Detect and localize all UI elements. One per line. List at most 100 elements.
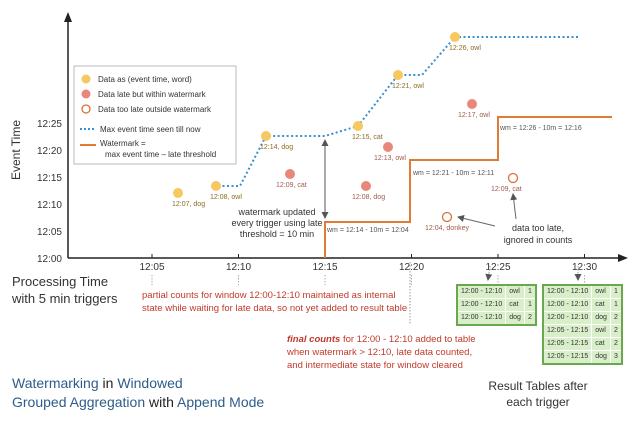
title-grouped: Grouped Aggregation xyxy=(12,394,145,410)
diagram-title-line1: Watermarking in Windowed xyxy=(12,375,183,391)
table-row: 12:00 - 12:10 cat 1 xyxy=(456,298,537,312)
on-time-point xyxy=(393,70,403,80)
table-cell: 12:00 - 12:10 xyxy=(542,284,593,299)
table-cell: dog xyxy=(505,311,525,326)
table-cell: 12:00 - 12:10 xyxy=(542,298,593,312)
table-cell: 2 xyxy=(609,311,623,325)
table-cell: dog xyxy=(591,350,611,365)
result-table-2: 12:00 - 12:10 owl 1 12:00 - 12:10 cat 1 12:00 … xyxy=(542,284,623,365)
x-tick-label: 12:20 xyxy=(399,262,424,273)
table-cell: owl xyxy=(505,284,525,299)
late-point-label: 12:13, owl xyxy=(374,155,406,162)
y-ticks: 12:00 12:05 12:10 12:15 12:20 12:25 xyxy=(37,119,62,265)
x-tick-label: 12:15 xyxy=(312,262,337,273)
final-note-rest: for 12:00 - 12:10 added to table xyxy=(340,334,475,345)
legend-max-event: Max event time seen till now xyxy=(100,125,201,134)
table-row: 12:00 - 12:10 dog 2 xyxy=(456,311,537,326)
table-cell: owl xyxy=(591,324,611,338)
table-cell: 12:05 - 12:15 xyxy=(542,324,593,338)
table-cell: cat xyxy=(591,337,611,351)
x-tick-label: 12:10 xyxy=(226,262,251,273)
watermark-line xyxy=(324,116,612,258)
table-cell: 1 xyxy=(609,298,623,312)
table-row: 12:05 - 12:15 cat 2 xyxy=(542,337,623,351)
diagram-title-line2: Grouped Aggregation with Append Mode xyxy=(12,394,264,410)
on-time-point-label: 12:26, owl xyxy=(449,45,481,52)
legend-box xyxy=(73,65,237,165)
legend: Data as (event time, word) Data late but… xyxy=(73,65,237,165)
table-cell: 2 xyxy=(523,311,537,326)
table-row: 12:05 - 12:15 dog 3 xyxy=(542,350,623,365)
table-cell: 12:00 - 12:10 xyxy=(456,284,507,299)
table-row: 12:00 - 12:10 owl 1 xyxy=(542,284,623,299)
legend-data: Data as (event time, word) xyxy=(98,75,192,84)
late-point-label: 12:17, owl xyxy=(458,112,490,119)
late-point xyxy=(361,181,371,191)
wm-label-2: wm = 12:21 - 10m = 12:11 xyxy=(412,170,494,177)
x-axis-arrow-icon xyxy=(618,254,628,262)
wm-updated-note-2: every trigger using late xyxy=(231,218,322,228)
title-with: with xyxy=(145,394,177,410)
on-time-point-label: 12:14, dog xyxy=(260,144,293,151)
table-cell: cat xyxy=(591,298,611,312)
y-tick-label: 12:25 xyxy=(37,119,62,130)
x-tick-label: 12:05 xyxy=(139,262,164,273)
x-axis-title-line2: with 5 min triggers xyxy=(11,291,118,306)
table-row: 12:05 - 12:15 owl 2 xyxy=(542,324,623,338)
too-late-arrow-2 xyxy=(510,193,518,220)
data-points: 12:07, dog 12:08, owl 12:14, dog 12:15, cat… xyxy=(172,32,522,232)
on-time-point xyxy=(211,181,221,191)
too-late-point xyxy=(507,172,519,184)
title-watermarking: Watermarking xyxy=(12,375,99,391)
legend-on-time-marker xyxy=(81,74,91,84)
legend-late-within: Data late but within watermark xyxy=(98,90,207,99)
late-point xyxy=(467,99,477,109)
table-cell: 12:05 - 12:15 xyxy=(542,350,593,365)
wm-updated-note-1: watermark updated xyxy=(237,207,315,217)
legend-watermark-1: Watermark = xyxy=(100,139,146,148)
on-time-point-label: 12:07, dog xyxy=(172,201,205,208)
y-axis-arrow-icon xyxy=(64,12,72,22)
result-table-1: 12:00 - 12:10 owl 1 12:00 - 12:10 cat 1 12:00 … xyxy=(456,284,537,326)
x-tick-label: 12:25 xyxy=(485,262,510,273)
legend-watermark-2: max event time – late threshold xyxy=(105,150,216,159)
too-late-note-1: data too late, xyxy=(512,223,564,233)
late-point xyxy=(285,169,295,179)
table-cell: dog xyxy=(591,311,611,325)
legend-too-late-marker xyxy=(81,104,91,114)
late-point-label: 12:08, dog xyxy=(352,194,385,201)
table-cell: 2 xyxy=(609,337,623,351)
legend-late-marker xyxy=(81,89,91,99)
table-row: 12:00 - 12:10 dog 2 xyxy=(542,311,623,325)
final-note-3: and intermediate state for window cleare… xyxy=(287,360,463,371)
y-tick-label: 12:05 xyxy=(37,227,62,238)
table-cell: 12:05 - 12:15 xyxy=(542,337,593,351)
title-append: Append Mode xyxy=(177,394,264,410)
table-cell: cat xyxy=(505,298,525,312)
final-note-2: when watermark > 12:10, late data counte… xyxy=(286,347,472,358)
on-time-point-label: 12:15, cat xyxy=(352,134,383,141)
final-note-bold: final counts xyxy=(287,334,340,345)
table-cell: 1 xyxy=(523,284,537,299)
wm-label-1: wm = 12:14 - 10m = 12:04 xyxy=(326,227,409,234)
on-time-point-label: 12:21, owl xyxy=(392,83,424,90)
title-windowed: Windowed xyxy=(117,375,182,391)
final-note-1: final counts for 12:00 - 12:10 added to … xyxy=(287,334,476,345)
y-tick-label: 12:10 xyxy=(37,200,62,211)
trigger-pointer-1 xyxy=(485,265,493,281)
y-tick-label: 12:20 xyxy=(37,146,62,157)
too-late-point xyxy=(441,211,453,223)
late-point xyxy=(383,142,393,152)
table-cell: 1 xyxy=(609,284,623,299)
on-time-point-label: 12:08, owl xyxy=(210,194,242,201)
legend-too-late: Data too late outside watermark xyxy=(98,105,212,114)
y-tick-label: 12:15 xyxy=(37,173,62,184)
table-cell: 1 xyxy=(523,298,537,312)
partial-note-1: partial counts for window 12:00-12:10 ma… xyxy=(142,290,396,301)
result-caption-1: Result Tables after xyxy=(488,379,587,393)
title-in: in xyxy=(99,375,118,391)
too-late-point-label: 12:04, donkey xyxy=(425,225,469,232)
table-row: 12:00 - 12:10 owl 1 xyxy=(456,284,537,299)
table-cell: 2 xyxy=(609,324,623,338)
